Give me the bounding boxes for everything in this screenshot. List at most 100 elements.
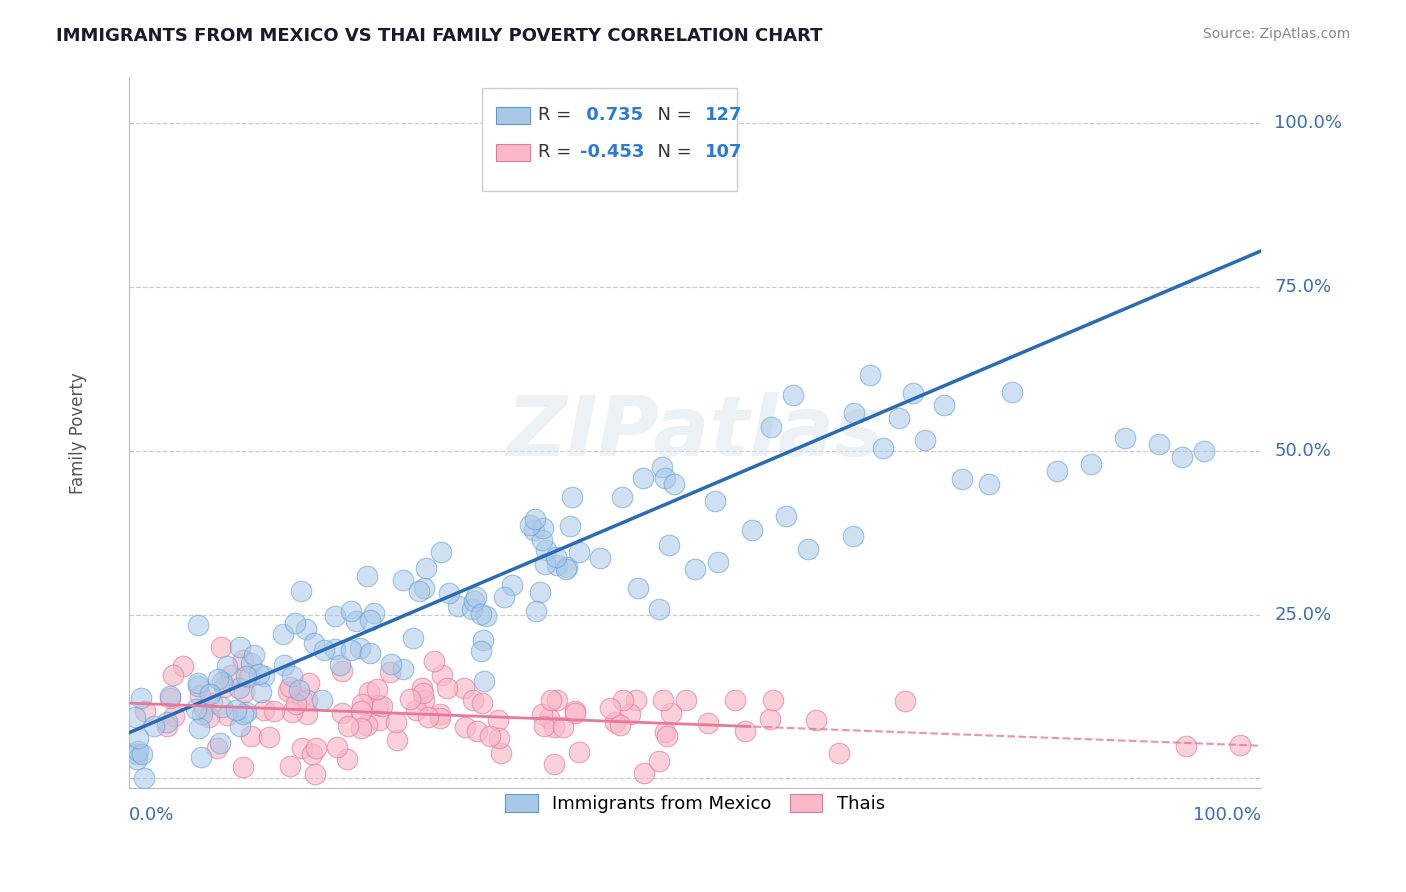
Point bbox=[405, 702, 427, 716]
Point bbox=[298, 676, 321, 690]
Point bbox=[288, 683, 311, 698]
Point bbox=[188, 688, 211, 702]
Point bbox=[524, 604, 547, 618]
Point bbox=[887, 411, 910, 425]
Point bbox=[371, 699, 394, 714]
Point bbox=[207, 672, 229, 686]
Point bbox=[302, 636, 325, 650]
Point bbox=[1192, 443, 1215, 458]
Point bbox=[546, 549, 568, 564]
Point bbox=[416, 710, 439, 724]
Point bbox=[190, 750, 212, 764]
Point bbox=[546, 558, 568, 572]
Point bbox=[127, 744, 149, 758]
Point bbox=[471, 696, 494, 710]
Point bbox=[312, 642, 335, 657]
Point bbox=[350, 704, 373, 718]
Point bbox=[901, 386, 924, 401]
Point bbox=[385, 733, 408, 747]
Point bbox=[696, 716, 718, 731]
Point bbox=[332, 664, 354, 678]
Point bbox=[522, 523, 544, 537]
Point bbox=[555, 560, 578, 574]
Point bbox=[1114, 431, 1136, 445]
Point bbox=[662, 476, 685, 491]
Point bbox=[762, 693, 785, 707]
Point bbox=[759, 420, 782, 434]
Point bbox=[311, 693, 333, 707]
Point bbox=[239, 657, 262, 671]
Text: N =: N = bbox=[645, 143, 697, 161]
Point bbox=[127, 747, 149, 762]
Point bbox=[488, 731, 510, 746]
Text: -0.453: -0.453 bbox=[581, 143, 644, 161]
Point bbox=[187, 721, 209, 735]
Point bbox=[380, 657, 402, 671]
Point bbox=[447, 599, 470, 613]
Point bbox=[932, 398, 955, 412]
Point bbox=[357, 684, 380, 698]
Point bbox=[273, 658, 295, 673]
Text: 127: 127 bbox=[704, 106, 742, 124]
Point bbox=[631, 471, 654, 485]
Point bbox=[437, 586, 460, 600]
Point bbox=[163, 709, 186, 723]
Point bbox=[651, 460, 673, 475]
Point bbox=[524, 512, 547, 526]
Point bbox=[1147, 437, 1170, 451]
Point bbox=[627, 582, 650, 596]
Point bbox=[193, 701, 215, 715]
Point bbox=[894, 694, 917, 708]
Point bbox=[363, 606, 385, 620]
Point bbox=[129, 691, 152, 706]
Point bbox=[339, 642, 361, 657]
Text: 75.0%: 75.0% bbox=[1274, 278, 1331, 296]
Point bbox=[253, 703, 276, 717]
Point bbox=[546, 693, 568, 707]
Point bbox=[172, 659, 194, 673]
Point bbox=[489, 746, 512, 760]
Point bbox=[540, 693, 562, 707]
Point bbox=[759, 712, 782, 726]
Point bbox=[232, 760, 254, 774]
Point bbox=[212, 680, 235, 694]
FancyBboxPatch shape bbox=[496, 106, 530, 124]
Point bbox=[159, 690, 181, 705]
Point bbox=[205, 741, 228, 756]
Point bbox=[124, 710, 146, 724]
Point bbox=[225, 703, 247, 717]
Point bbox=[486, 714, 509, 728]
Point bbox=[429, 711, 451, 725]
Point bbox=[368, 713, 391, 727]
Point bbox=[391, 574, 413, 588]
Point bbox=[561, 490, 583, 504]
Point bbox=[1046, 464, 1069, 478]
Text: 0.0%: 0.0% bbox=[129, 806, 174, 824]
Point bbox=[209, 736, 232, 750]
Point bbox=[1229, 738, 1251, 752]
Point bbox=[797, 542, 820, 557]
Point bbox=[706, 555, 728, 569]
FancyBboxPatch shape bbox=[496, 144, 530, 161]
Text: 100.0%: 100.0% bbox=[1274, 114, 1343, 132]
Point bbox=[187, 675, 209, 690]
Point bbox=[734, 724, 756, 739]
Point bbox=[336, 752, 359, 766]
Point bbox=[470, 643, 492, 657]
Point bbox=[979, 476, 1001, 491]
Point bbox=[235, 669, 257, 683]
Point bbox=[155, 714, 177, 729]
Point bbox=[501, 578, 523, 592]
Point bbox=[143, 719, 166, 733]
Point bbox=[253, 668, 276, 682]
Point bbox=[415, 561, 437, 575]
Point bbox=[412, 693, 434, 707]
Point bbox=[359, 646, 381, 660]
Point bbox=[589, 551, 612, 566]
Point bbox=[842, 529, 865, 543]
Point bbox=[465, 723, 488, 738]
Point bbox=[423, 654, 446, 668]
Point bbox=[186, 679, 208, 693]
Point bbox=[284, 616, 307, 631]
Point bbox=[235, 705, 257, 719]
